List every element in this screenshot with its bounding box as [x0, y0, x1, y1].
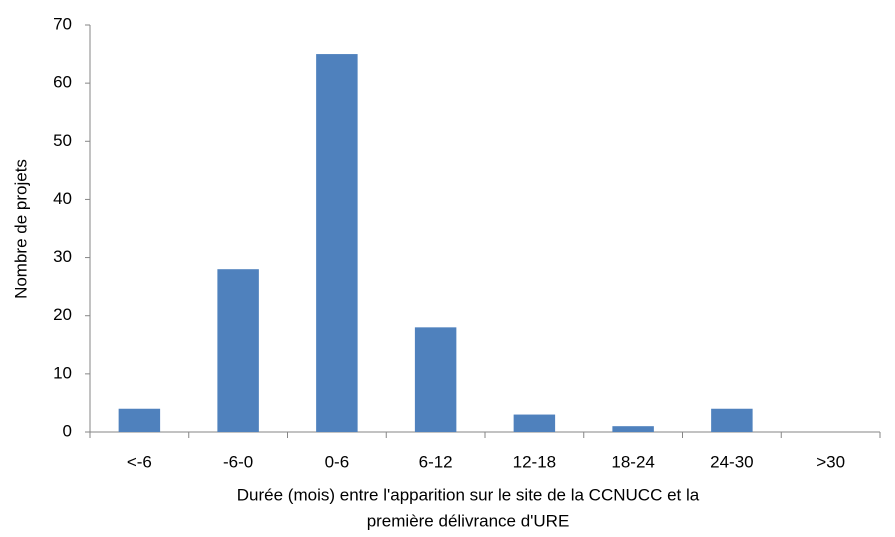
y-tick-label: 50 [53, 131, 72, 150]
bar [513, 414, 556, 432]
x-tick-label: >30 [816, 452, 845, 471]
x-axis-label: Durée (mois) entre l'apparition sur le s… [237, 485, 700, 504]
y-tick-label: 70 [53, 14, 72, 33]
x-tick-label: 6-12 [419, 452, 453, 471]
x-tick-label: -6-0 [223, 452, 253, 471]
bar [612, 426, 654, 432]
bar [217, 269, 259, 432]
y-tick-label: 10 [53, 363, 72, 382]
x-axis-label: première délivrance d'URE [367, 511, 570, 530]
x-tick-label: 12-18 [513, 452, 556, 471]
x-tick-label: 18-24 [611, 452, 654, 471]
y-tick-label: 60 [53, 73, 72, 92]
y-tick-label: 40 [53, 189, 72, 208]
y-tick-label: 30 [53, 247, 72, 266]
x-tick-label: 24-30 [710, 452, 753, 471]
x-tick-label: 0-6 [325, 452, 350, 471]
bar [316, 54, 358, 432]
bar [118, 408, 161, 432]
bar [711, 408, 753, 432]
y-tick-label: 20 [53, 305, 72, 324]
y-tick-label: 0 [63, 421, 72, 440]
y-axis-label: Nombre de projets [11, 159, 30, 299]
bar [414, 327, 457, 432]
x-tick-label: <-6 [127, 452, 152, 471]
